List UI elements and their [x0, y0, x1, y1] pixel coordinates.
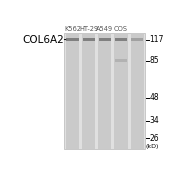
Text: HT-29: HT-29 [79, 26, 98, 32]
Text: A549: A549 [96, 26, 113, 32]
Text: COS: COS [114, 26, 128, 32]
Bar [66, 38, 78, 41]
Bar [66, 33, 79, 149]
Text: COL6A2: COL6A2 [22, 35, 64, 45]
Text: 48: 48 [149, 93, 159, 102]
Bar [99, 38, 111, 41]
Bar [130, 33, 144, 149]
Bar [131, 38, 143, 41]
Text: (kD): (kD) [146, 144, 159, 149]
Bar [64, 33, 145, 149]
Bar [83, 38, 95, 41]
Text: 85: 85 [149, 56, 159, 65]
Text: 26: 26 [149, 134, 159, 143]
Bar [114, 33, 128, 149]
Bar [115, 38, 127, 41]
Bar [82, 33, 95, 149]
Bar [98, 33, 111, 149]
Text: 117: 117 [149, 35, 164, 44]
Bar [115, 59, 127, 62]
Text: 34: 34 [149, 116, 159, 125]
Text: K562: K562 [64, 26, 81, 32]
